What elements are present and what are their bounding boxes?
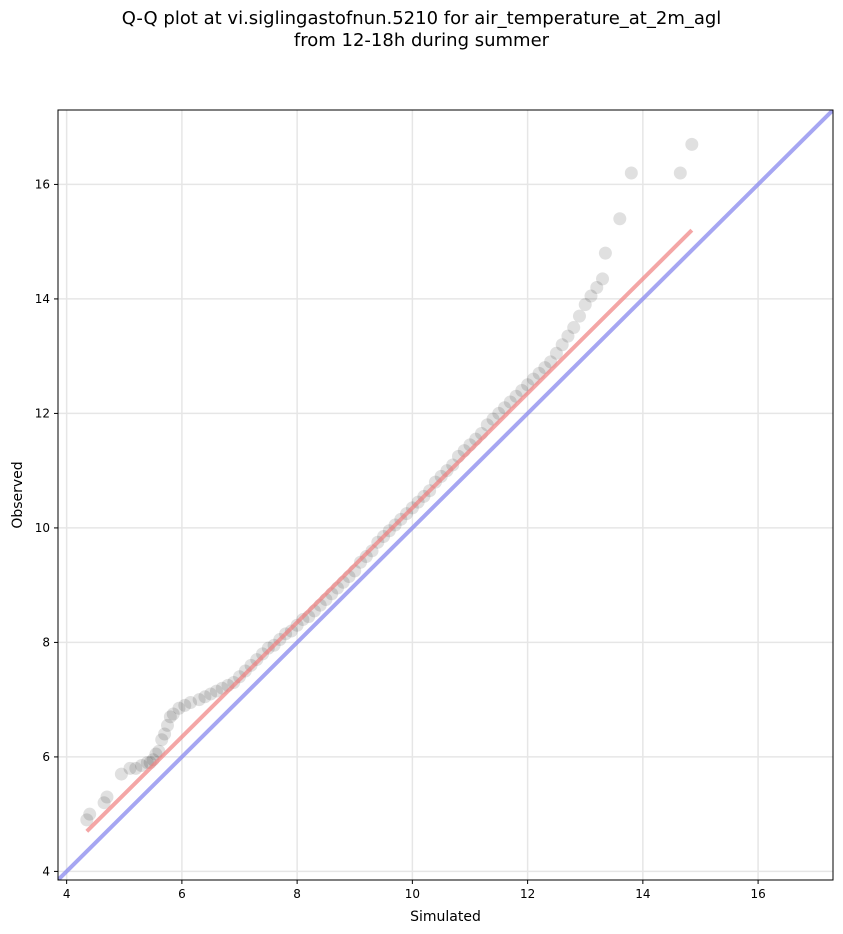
qq-point: [135, 759, 149, 773]
qq-point: [261, 641, 275, 655]
chart-title: Q-Q plot at vi.siglingastofnun.5210 for …: [121, 8, 722, 29]
qq-point: [100, 790, 114, 804]
qq-point: [596, 272, 610, 286]
qq-point: [123, 761, 137, 775]
qq-point: [83, 807, 97, 821]
x-tick-label: 4: [63, 887, 71, 901]
qq-point: [624, 166, 638, 180]
x-tick-label: 6: [178, 887, 186, 901]
qq-point: [256, 647, 270, 661]
qq-point: [613, 212, 627, 226]
qq-point: [233, 670, 247, 684]
axis-ticks: 4 6 8 10 12 14 16 4 6 8 10 12 14 16: [35, 177, 766, 901]
qq-point: [598, 246, 612, 260]
x-tick-label: 14: [635, 887, 650, 901]
qq-point: [572, 309, 586, 323]
qq-point: [250, 653, 264, 667]
fit-line: [85, 228, 694, 833]
y-tick-label: 12: [35, 406, 50, 420]
chart-title-block: Q-Q plot at vi.siglingastofnun.5210 for …: [0, 8, 843, 52]
qq-point: [549, 346, 563, 360]
qq-point: [172, 701, 186, 715]
qq-point: [567, 321, 581, 335]
qq-point: [97, 796, 111, 810]
qq-point: [290, 618, 304, 632]
qq-point: [163, 710, 177, 724]
identity-line: [58, 110, 833, 880]
qq-point: [244, 658, 258, 672]
qq-point: [178, 698, 192, 712]
qq-point: [184, 696, 198, 710]
qq-point: [584, 289, 598, 303]
y-tick-label: 14: [35, 292, 50, 306]
x-tick-label: 10: [405, 887, 420, 901]
plot-frame: [57, 109, 834, 881]
y-axis-label: Observed: [10, 461, 26, 528]
qq-point: [155, 733, 169, 747]
qq-point: [685, 137, 699, 151]
qq-point: [561, 329, 575, 343]
x-tick-label: 12: [520, 887, 535, 901]
qq-point: [446, 458, 460, 472]
chart-subtitle: from 12-18h during summer: [293, 30, 550, 51]
qq-point: [284, 624, 298, 638]
qq-point: [354, 555, 368, 569]
qq-point: [227, 675, 241, 689]
grid-lines: [58, 110, 833, 880]
qq-point: [114, 767, 128, 781]
qq-point: [129, 761, 143, 775]
qq-point: [590, 280, 604, 294]
qq-point: [160, 718, 174, 732]
y-tick-label: 16: [35, 177, 50, 191]
qq-point: [578, 298, 592, 312]
qq-point: [555, 338, 569, 352]
qq-point: [166, 707, 180, 721]
qq-point: [158, 727, 172, 741]
x-axis-label: Simulated: [410, 909, 481, 925]
qq-point: [296, 613, 310, 627]
data-points: [80, 137, 699, 827]
x-tick-label: 8: [293, 887, 301, 901]
qq-point: [198, 690, 212, 704]
y-tick-label: 10: [35, 521, 50, 535]
qq-point: [192, 693, 206, 707]
x-tick-label: 16: [750, 887, 765, 901]
qq-point: [359, 550, 373, 564]
qq-point: [238, 664, 252, 678]
qq-point: [80, 813, 94, 827]
qq-point: [673, 166, 687, 180]
qq-point: [440, 464, 454, 478]
qq-point: [365, 544, 379, 558]
qq-point: [434, 469, 448, 483]
y-tick-label: 4: [42, 864, 50, 878]
qq-point: [428, 475, 442, 489]
reference-lines: [58, 110, 833, 880]
y-tick-label: 6: [42, 750, 50, 764]
qq-point: [209, 684, 223, 698]
qq-point: [204, 687, 218, 701]
y-tick-label: 8: [42, 635, 50, 649]
